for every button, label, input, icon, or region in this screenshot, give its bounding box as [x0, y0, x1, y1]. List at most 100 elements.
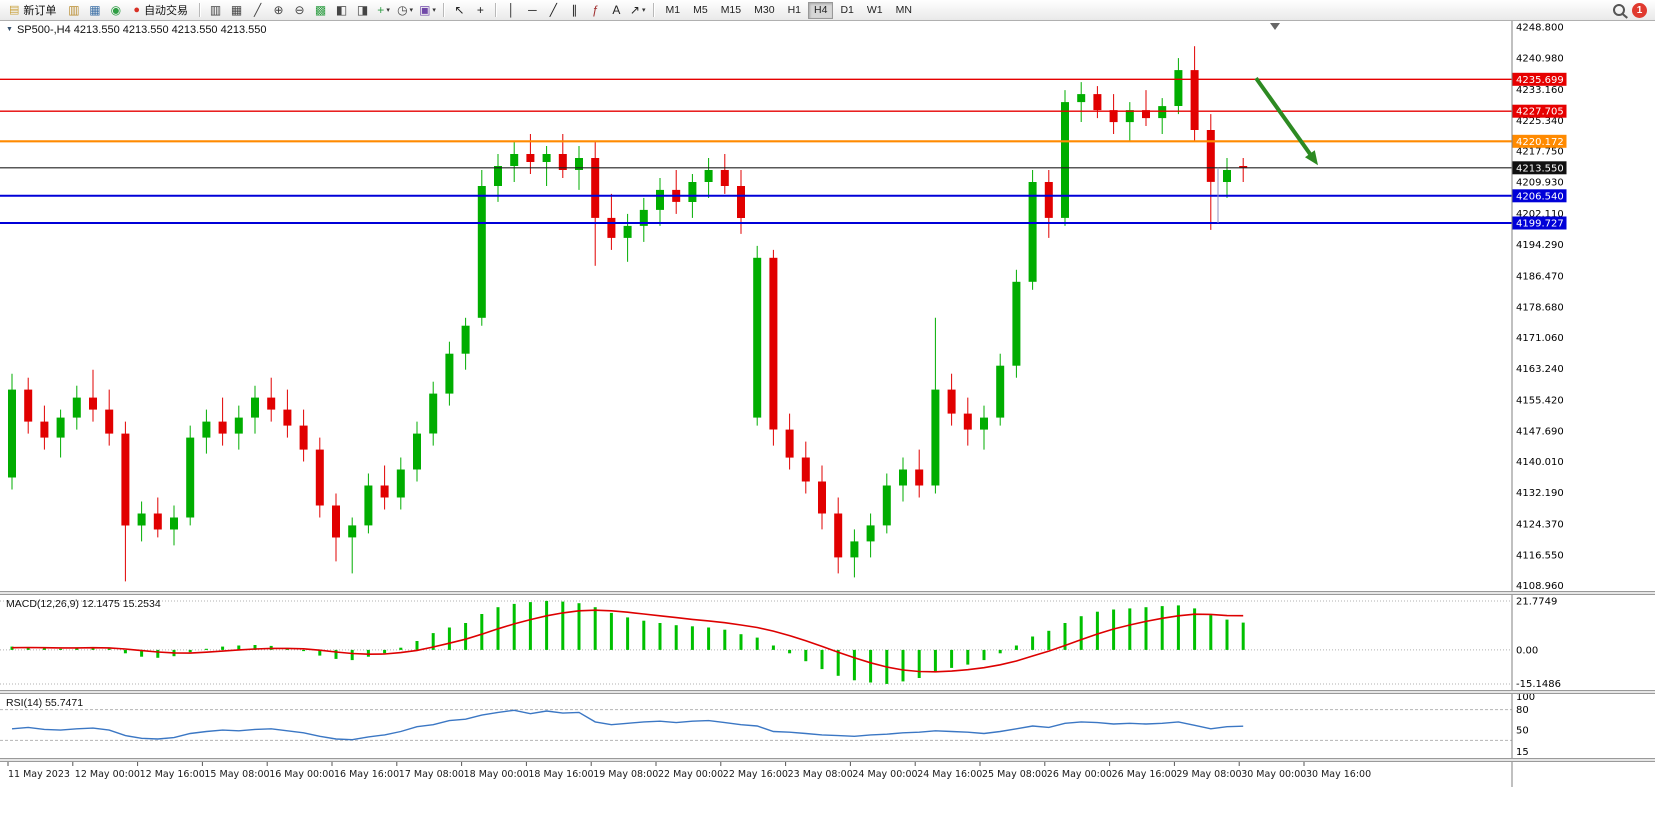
zoom-out-icon[interactable]: ⊖ — [290, 1, 309, 20]
toolbar-separator — [652, 3, 655, 17]
horizontal-lines[interactable] — [0, 78, 1512, 224]
arrow-object-icon[interactable]: ↗ ▾ — [628, 1, 648, 20]
channel-icon[interactable]: ∥ — [565, 1, 584, 20]
svg-text:4124.370: 4124.370 — [1516, 520, 1564, 531]
timeframe-mn[interactable]: MN — [890, 2, 918, 19]
candlestick-chart-icon[interactable]: ▦ — [227, 1, 246, 20]
time-labels: 11 May 2023 12 May 00:00 12 May 16:00 15 Ma… — [7, 762, 1371, 780]
svg-text:4209.930: 4209.930 — [1516, 178, 1564, 189]
fibonacci-icon: ƒ — [592, 3, 599, 17]
oneclick-trading-toggle-icon[interactable]: ▼ — [6, 26, 13, 33]
price-badge — [1512, 216, 1567, 230]
timeframe-m30[interactable]: M30 — [748, 2, 780, 19]
autotrading-status-icon: ● — [133, 3, 141, 16]
trend-arrow[interactable] — [1254, 76, 1316, 160]
vertical-line-icon[interactable]: │ — [502, 1, 521, 20]
tile-windows-icon[interactable]: ▩ — [311, 1, 330, 20]
crosshair-icon[interactable]: + — [471, 1, 490, 20]
rsi-axis[interactable]: 100 80 50 15 — [1516, 694, 1535, 758]
svg-text:4213.550: 4213.550 — [1516, 163, 1564, 174]
svg-text:80: 80 — [1516, 705, 1529, 716]
search-icon[interactable] — [1609, 1, 1628, 20]
timeframe-m15[interactable]: M15 — [715, 2, 747, 19]
notification-badge[interactable]: 1 — [1632, 2, 1647, 18]
timeframe-h4[interactable]: H4 — [808, 1, 834, 19]
indicators-icon[interactable]: + ▾ — [374, 1, 393, 20]
svg-text:25 May 08:00: 25 May 08:00 — [982, 769, 1047, 780]
panel-separator[interactable] — [0, 690, 1655, 694]
line-chart-icon[interactable]: ╱ — [248, 1, 267, 20]
timeframe-buttons: M1 M5 M15 M30 H1 H4 D1 W1 MN — [660, 1, 918, 19]
magnifier-glyph — [1612, 4, 1625, 16]
panel-separator[interactable] — [0, 758, 1655, 762]
svg-text:26 May 16:00: 26 May 16:00 — [1112, 769, 1177, 780]
panel-separator[interactable] — [0, 591, 1655, 595]
price-badge — [1512, 72, 1567, 86]
time-scale[interactable]: 11 May 2023 12 May 00:00 12 May 16:00 15 Ma… — [0, 762, 1655, 787]
price-badge — [1512, 134, 1567, 148]
auto-arrange-icon: ◧ — [335, 3, 348, 17]
alerts-icon[interactable]: ◉ — [106, 1, 125, 20]
text-icon[interactable]: A — [607, 1, 626, 20]
periods-icon: ◷ — [397, 3, 408, 17]
bar-chart-icon[interactable]: ▥ — [206, 1, 225, 20]
zoom-in-icon: ⊕ — [273, 3, 284, 17]
svg-text:4220.172: 4220.172 — [1516, 137, 1564, 148]
dropdown-caret-icon[interactable]: ▾ — [641, 7, 646, 14]
autotrading-button[interactable]: ● 自动交易 — [127, 1, 194, 20]
price-badge — [1512, 189, 1567, 203]
price-chart[interactable]: 4248.800 4240.980 4233.160 4225.340 4217.750… — [0, 21, 1655, 591]
dropdown-caret-icon[interactable]: ▾ — [386, 7, 390, 14]
timeframe-h1[interactable]: H1 — [782, 2, 807, 19]
macd-axis[interactable]: 21.7749 0.00 -15.1486 — [1516, 597, 1561, 691]
templates-icon[interactable]: ▣ ▾ — [417, 1, 438, 20]
trendline-icon[interactable]: ╱ — [544, 1, 563, 20]
svg-text:15 May 08:00: 15 May 08:00 — [204, 769, 269, 780]
data-window-icon[interactable]: ▦ — [85, 1, 104, 20]
svg-text:26 May 00:00: 26 May 00:00 — [1047, 769, 1112, 780]
svg-text:4116.550: 4116.550 — [1516, 551, 1564, 562]
svg-text:24 May 16:00: 24 May 16:00 — [917, 769, 982, 780]
svg-text:23 May 08:00: 23 May 08:00 — [788, 769, 853, 780]
trend-arrow-head[interactable] — [1305, 150, 1318, 166]
svg-text:4225.340: 4225.340 — [1516, 116, 1564, 127]
svg-text:12 May 00:00: 12 May 00:00 — [75, 769, 140, 780]
rsi-panel[interactable]: 100 80 50 15 RSI(14) 55.7471 — [0, 694, 1655, 758]
time-axis[interactable]: 11 May 2023 12 May 00:00 12 May 16:00 15 Ma… — [0, 762, 1655, 787]
auto-arrange-icon[interactable]: ◧ — [332, 1, 351, 20]
macd-chart[interactable]: 21.7749 0.00 -15.1486 — [0, 595, 1655, 690]
svg-text:18 May 16:00: 18 May 16:00 — [528, 769, 593, 780]
dropdown-caret-icon[interactable]: ▾ — [432, 7, 436, 14]
cursor-icon[interactable]: ↖ — [450, 1, 469, 20]
profiles-icon: ▥ — [68, 3, 80, 17]
macd-panel[interactable]: 21.7749 0.00 -15.1486 MACD(12,26,9) 12.147… — [0, 595, 1655, 690]
svg-text:4108.960: 4108.960 — [1516, 581, 1564, 591]
timeframe-m5[interactable]: M5 — [687, 2, 714, 19]
price-axis[interactable]: 4248.800 4240.980 4233.160 4225.340 4217.750… — [1516, 23, 1564, 592]
timeframe-m1[interactable]: M1 — [660, 2, 687, 19]
svg-text:16 May 00:00: 16 May 00:00 — [269, 769, 334, 780]
dropdown-caret-icon[interactable]: ▾ — [409, 7, 414, 14]
svg-text:30 May 16:00: 30 May 16:00 — [1306, 769, 1371, 780]
horizontal-line-icon[interactable]: ─ — [523, 1, 542, 20]
timeframe-w1[interactable]: W1 — [861, 2, 889, 19]
chart-shift-marker-icon[interactable] — [1270, 23, 1280, 30]
profiles-icon[interactable]: ▥ — [64, 1, 83, 20]
price-chart-panel[interactable]: 4248.800 4240.980 4233.160 4225.340 4217.750… — [0, 21, 1655, 591]
zoom-in-icon[interactable]: ⊕ — [269, 1, 288, 20]
periods-icon[interactable]: ◷ ▾ — [395, 1, 415, 20]
svg-text:4227.705: 4227.705 — [1516, 107, 1564, 118]
tile-windows-icon: ▩ — [314, 3, 327, 17]
templates-icon: ▣ — [419, 3, 431, 17]
order-form-icon: ▤ — [9, 3, 20, 16]
price-badge — [1512, 104, 1567, 118]
fibonacci-icon[interactable]: ƒ — [586, 1, 605, 20]
rsi-chart[interactable]: 100 80 50 15 — [0, 694, 1655, 758]
svg-text:50: 50 — [1516, 726, 1529, 737]
chart-shift-icon[interactable]: ◨ — [353, 1, 372, 20]
line-chart-icon: ╱ — [253, 3, 262, 17]
new-order-button[interactable]: ▤ 新订单 — [3, 1, 62, 20]
svg-text:0.00: 0.00 — [1516, 645, 1538, 656]
timeframe-d1[interactable]: D1 — [834, 2, 859, 19]
autotrading-button-label: 自动交易 — [144, 5, 189, 17]
